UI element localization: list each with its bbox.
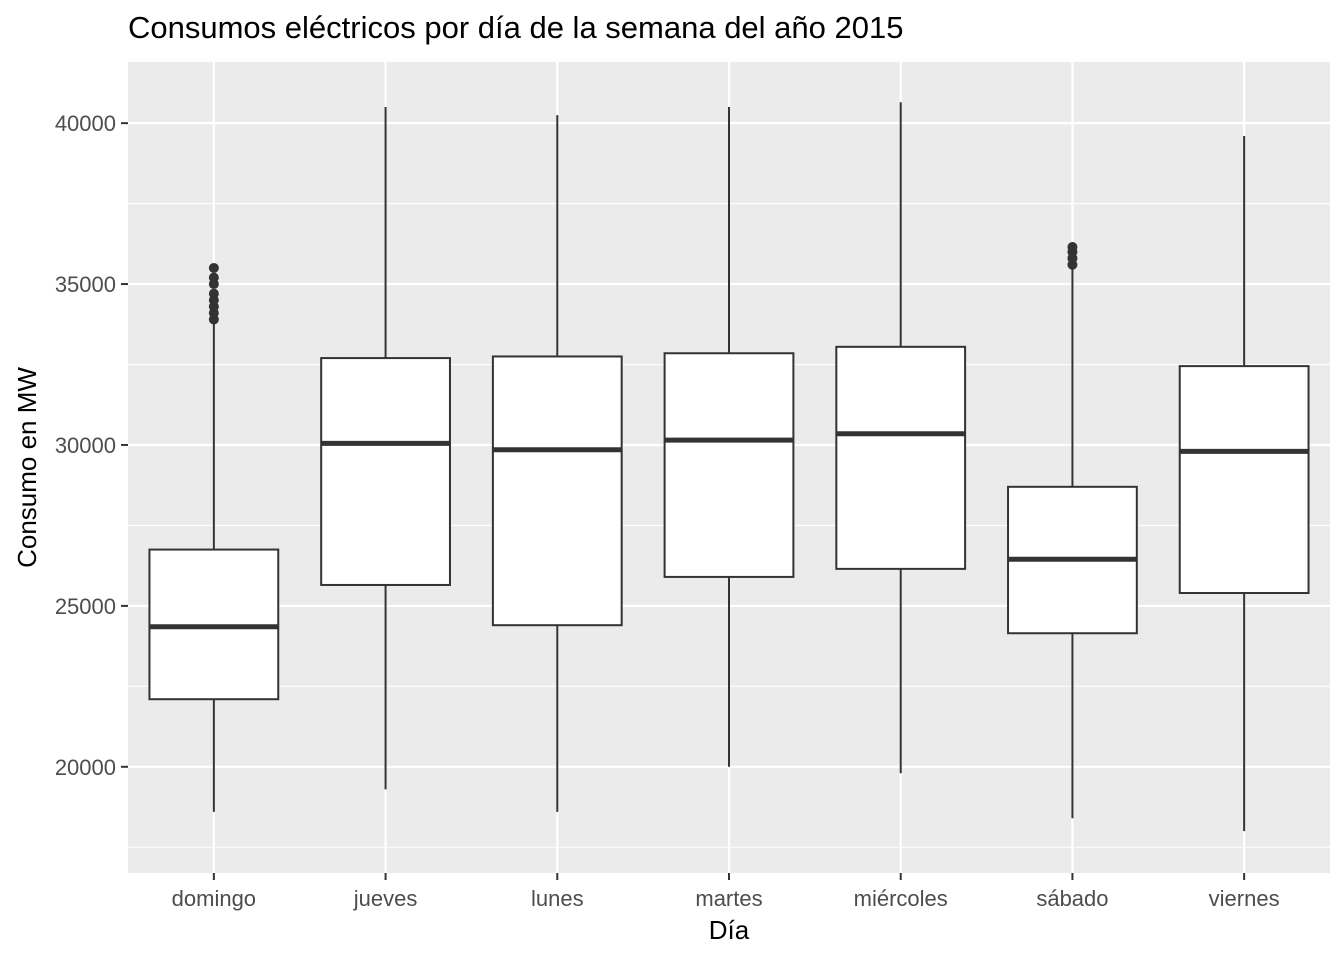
boxes-layer (148, 102, 1310, 832)
x-tick-label: domingo (172, 886, 256, 911)
x-axis: domingo jueves lunes martes miércoles sábado v… (172, 873, 1280, 911)
y-tick-label: 30000 (55, 433, 116, 458)
y-tick-label: 35000 (55, 272, 116, 297)
x-tick-label: lunes (531, 886, 584, 911)
outlier-point (208, 272, 219, 283)
outlier-point (208, 288, 219, 299)
box-iqr (320, 357, 451, 586)
y-axis-title: Consumo en MW (12, 367, 42, 568)
x-tick-label: jueves (353, 886, 418, 911)
y-axis: 20000 25000 30000 35000 40000 (55, 111, 128, 780)
box-iqr (491, 355, 623, 627)
box-domingo (148, 262, 280, 812)
box-martes (663, 107, 795, 767)
box-jueves (320, 107, 451, 790)
box-sábado (1007, 242, 1138, 819)
outlier-point (1067, 242, 1078, 253)
outlier-point (208, 262, 219, 273)
x-axis-title: Día (709, 915, 750, 945)
box-lunes (491, 115, 623, 812)
box-miércoles (835, 102, 967, 774)
x-tick-label: martes (695, 886, 762, 911)
y-tick-label: 20000 (55, 755, 116, 780)
box-iqr (1178, 365, 1310, 595)
box-iqr (835, 345, 967, 570)
x-tick-label: viernes (1209, 886, 1280, 911)
y-tick-label: 25000 (55, 594, 116, 619)
box-viernes (1178, 136, 1310, 832)
chart-title: Consumos eléctricos por día de la semana… (128, 10, 904, 45)
y-tick-label: 40000 (55, 111, 116, 136)
x-tick-label: miércoles (854, 886, 948, 911)
box-iqr (663, 352, 795, 578)
x-tick-label: sábado (1036, 886, 1108, 911)
